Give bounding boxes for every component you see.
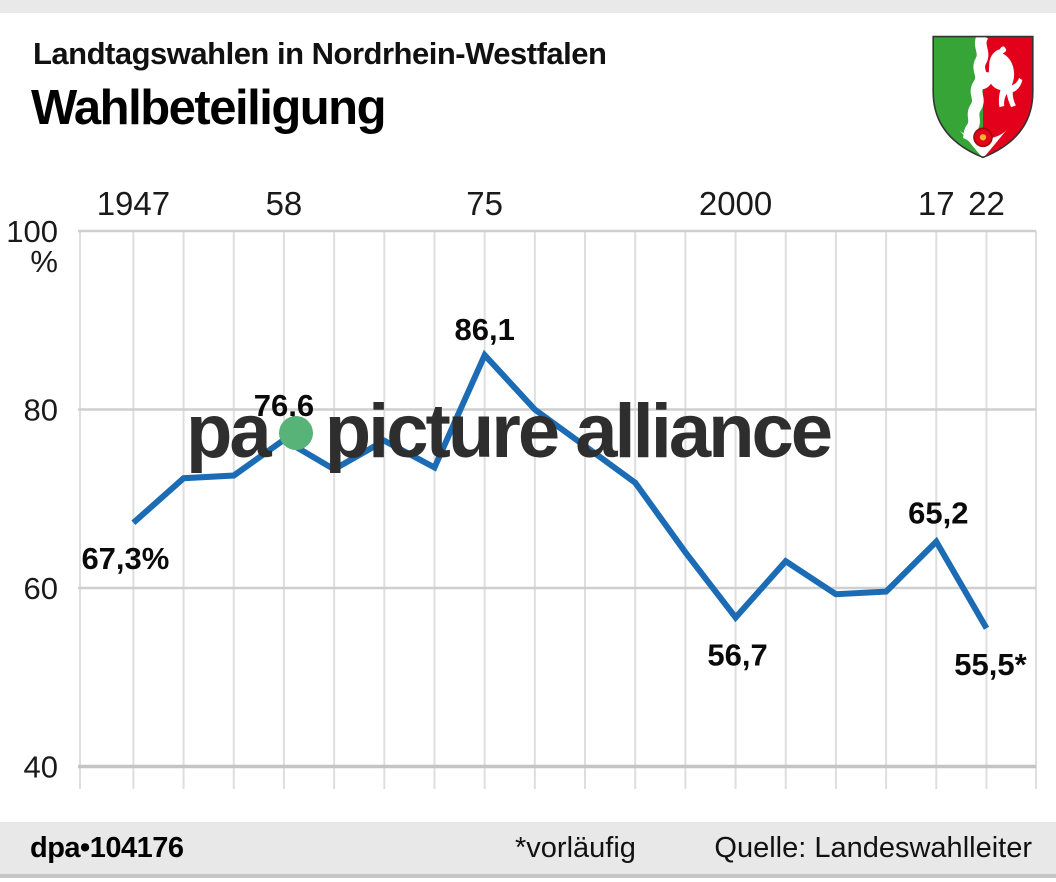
x-tick-label: 2000 — [699, 185, 772, 222]
watermark-pa-text: pa — [186, 389, 272, 474]
watermark-picture-alliance-text: picture alliance — [324, 389, 833, 474]
y-axis-unit: % — [30, 244, 58, 279]
grid-vertical — [79, 231, 1037, 789]
turnout-series — [131, 349, 990, 630]
chart-kicker: Landtagswahlen in Nordrhein-Westfalen — [33, 36, 607, 71]
point-label: 76,6 — [254, 388, 314, 423]
x-axis-labels: 1947 58 75 2000 17 22 — [97, 185, 1005, 222]
y-axis-labels: 100 80 60 40% — [6, 214, 58, 785]
source-label: Quelle: Landeswahlleiter — [714, 832, 1032, 864]
point-label: 67,3% — [81, 541, 169, 576]
point-label: 86,1 — [454, 312, 514, 347]
y-tick-label: 40 — [24, 750, 58, 785]
x-tick-label: 1947 — [97, 185, 170, 222]
point-label: 56,7 — [707, 637, 767, 672]
turnout-line — [131, 349, 990, 630]
y-tick-label: 60 — [24, 571, 58, 606]
point-label: 65,2 — [908, 496, 968, 531]
page-title: Wahlbeteiligung — [31, 81, 387, 135]
coa-rose-center — [979, 134, 987, 141]
grid-horizontal — [78, 229, 1036, 769]
nrw-coat-of-arms — [932, 35, 1034, 159]
coa-westphalia-horse — [977, 46, 1023, 108]
picture-alliance-watermark: pa picture alliance — [186, 394, 833, 470]
x-tick-label: 17 — [918, 185, 955, 222]
footer: dpa•104176 *vorläufig Quelle: Landeswahl… — [0, 822, 1056, 878]
x-tick-label: 58 — [266, 185, 303, 222]
top-border-strip — [0, 0, 1056, 13]
y-tick-label: 80 — [24, 393, 58, 428]
preliminary-note: *vorläufig — [515, 832, 636, 864]
x-tick-label: 22 — [968, 185, 1005, 222]
y-tick-label: 100 — [6, 214, 58, 249]
point-labels: 67,3% 76,6 86,1 56,7 65,2 55,5* — [81, 312, 1027, 682]
dpa-credit: dpa•104176 — [30, 832, 184, 864]
coa-rhine-band — [962, 36, 989, 144]
coa-outline — [932, 35, 1034, 159]
point-label: 55,5* — [954, 647, 1027, 682]
watermark-green-dot-icon — [278, 416, 313, 450]
x-tick-label: 75 — [466, 185, 503, 222]
